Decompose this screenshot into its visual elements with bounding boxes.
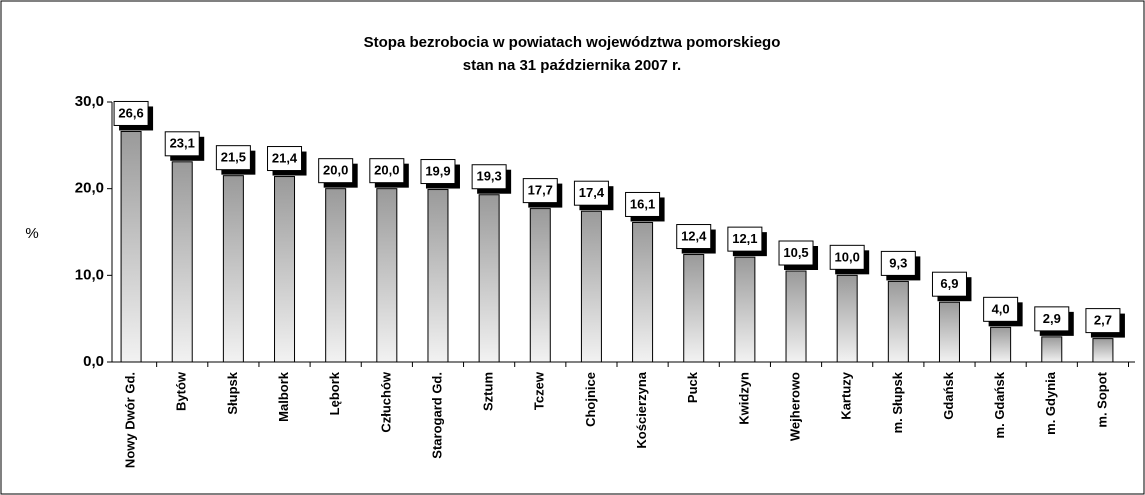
value-label-box bbox=[727, 226, 763, 252]
value-label: 2,9 bbox=[1043, 311, 1061, 326]
bar bbox=[580, 210, 602, 363]
x-tick-label: Słupsk bbox=[225, 371, 240, 414]
value-label: 19,3 bbox=[476, 169, 501, 184]
x-tick-label: Kartuzy bbox=[839, 371, 854, 419]
bar bbox=[222, 175, 244, 363]
x-tick-label: Lębork bbox=[327, 371, 342, 415]
value-label: 4,0 bbox=[992, 301, 1010, 316]
value-label-box bbox=[113, 100, 149, 126]
x-tick-label: Tczew bbox=[532, 371, 547, 410]
bar bbox=[990, 326, 1012, 363]
bar bbox=[887, 280, 909, 363]
value-label: 12,4 bbox=[681, 228, 707, 243]
value-label-box bbox=[318, 158, 354, 184]
bar bbox=[938, 301, 960, 363]
chart-subtitle: stan na 31 października 2007 r. bbox=[463, 57, 681, 74]
x-tick-label: m. Gdańsk bbox=[992, 371, 1007, 438]
y-axis-label: % bbox=[25, 225, 38, 242]
value-label-box bbox=[573, 180, 609, 206]
bar bbox=[1041, 336, 1063, 363]
value-label: 6,9 bbox=[940, 276, 958, 291]
value-label-box bbox=[676, 224, 712, 250]
value-label: 9,3 bbox=[889, 255, 907, 270]
value-label: 2,7 bbox=[1094, 313, 1112, 328]
value-label-box bbox=[369, 158, 405, 184]
value-label-box bbox=[983, 296, 1019, 322]
x-tick-label: Nowy Dwór Gd. bbox=[123, 372, 138, 468]
value-label: 16,1 bbox=[630, 196, 655, 211]
value-label: 10,5 bbox=[783, 245, 808, 260]
value-label-box bbox=[829, 244, 865, 270]
value-label-box bbox=[522, 178, 558, 204]
bar bbox=[632, 221, 654, 363]
value-label-box bbox=[420, 159, 456, 185]
bar bbox=[785, 270, 807, 363]
x-tick-label: Chojnice bbox=[583, 372, 598, 427]
value-label: 19,9 bbox=[425, 163, 450, 178]
bar bbox=[734, 256, 756, 363]
chart-title: Stopa bezrobocia w powiatach województwa… bbox=[364, 34, 781, 51]
value-label: 17,7 bbox=[528, 183, 553, 198]
x-tick-label: Sztum bbox=[481, 372, 496, 411]
x-tick-label: Malbork bbox=[276, 371, 291, 422]
bar bbox=[478, 194, 500, 363]
value-label-box bbox=[1034, 306, 1070, 332]
x-tick-label: Człuchów bbox=[378, 371, 393, 433]
value-label: 20,0 bbox=[374, 163, 399, 178]
x-tick-label: Kwidzyn bbox=[736, 372, 751, 425]
value-label-box bbox=[267, 146, 303, 172]
value-label-box bbox=[215, 145, 251, 171]
value-label-box bbox=[164, 131, 200, 157]
bar bbox=[325, 188, 347, 363]
x-tick-label: Gdańsk bbox=[941, 371, 956, 419]
value-label: 26,6 bbox=[118, 105, 143, 120]
x-tick-label: m. Gdynia bbox=[1043, 371, 1058, 435]
y-tick-label: 20,0 bbox=[75, 180, 104, 197]
value-label: 10,0 bbox=[835, 249, 860, 264]
bar bbox=[529, 208, 551, 363]
x-tick-label: Starogard Gd. bbox=[429, 372, 444, 459]
value-label: 23,1 bbox=[170, 136, 195, 151]
value-label-box bbox=[931, 271, 967, 297]
value-label: 17,4 bbox=[579, 185, 605, 200]
y-tick-label: 10,0 bbox=[75, 266, 104, 283]
bar bbox=[120, 130, 142, 363]
value-label-box bbox=[471, 164, 507, 190]
bar bbox=[274, 176, 296, 363]
x-tick-label: Wejherowo bbox=[787, 372, 802, 441]
x-tick-label: Puck bbox=[685, 371, 700, 403]
bar bbox=[427, 189, 449, 363]
x-tick-label: m. Sopot bbox=[1094, 371, 1109, 427]
value-label: 21,4 bbox=[272, 150, 298, 165]
value-label-box bbox=[880, 250, 916, 276]
y-tick-label: 0,0 bbox=[83, 353, 104, 370]
x-tick-label: Bytów bbox=[174, 371, 189, 411]
value-label-box bbox=[625, 191, 661, 217]
value-label: 20,0 bbox=[323, 163, 348, 178]
bar bbox=[171, 161, 193, 363]
bar bbox=[683, 254, 705, 363]
value-label-box bbox=[1085, 308, 1121, 334]
x-tick-label: Kościerzyna bbox=[634, 371, 649, 448]
bar bbox=[1092, 338, 1114, 363]
value-label: 12,1 bbox=[732, 231, 757, 246]
bar bbox=[836, 274, 858, 363]
value-label-box bbox=[778, 240, 814, 266]
x-tick-label: m. Słupsk bbox=[890, 371, 905, 433]
y-tick-label: 30,0 bbox=[75, 93, 104, 110]
value-label: 21,5 bbox=[221, 150, 246, 165]
bar bbox=[376, 188, 398, 363]
